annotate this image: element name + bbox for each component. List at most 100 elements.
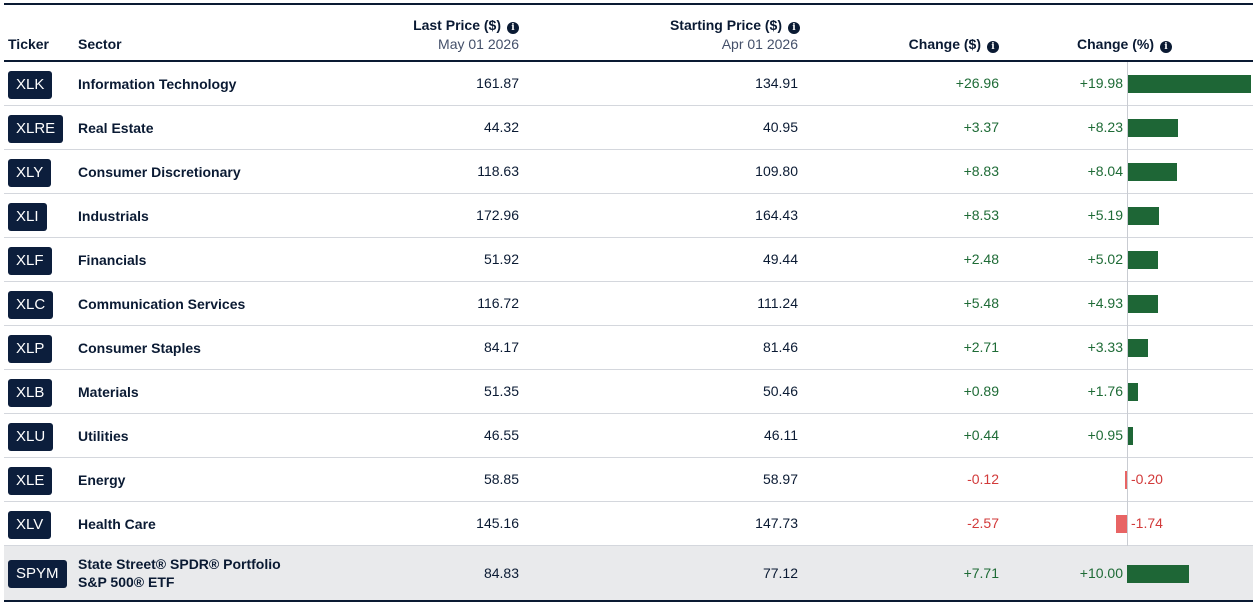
sector-name-line2: S&P 500® ETF <box>78 574 175 590</box>
change-dollar: +3.37 <box>963 119 999 135</box>
table-row[interactable]: XLK Information Technology 161.87 134.91 +26… <box>4 62 1253 106</box>
column-header-change-dollar[interactable]: Change ($) i <box>909 36 999 53</box>
change-pct: +5.19 <box>1087 207 1123 223</box>
column-header-last-price[interactable]: Last Price ($) i <box>413 17 519 34</box>
sector-name: Consumer Staples <box>78 340 201 356</box>
change-pct: +4.93 <box>1087 295 1123 311</box>
last-price: 161.87 <box>476 75 519 91</box>
change-dollar: +5.48 <box>963 295 999 311</box>
starting-price: 50.46 <box>762 383 798 399</box>
change-dollar: -2.57 <box>967 515 999 531</box>
table-row[interactable]: XLI Industrials 172.96 164.43 +8.53 +5.19 <box>4 194 1253 238</box>
top-rule <box>4 3 1253 5</box>
sector-name-line1: State Street® SPDR® Portfolio <box>78 556 281 572</box>
column-header-change-pct-label: Change (%) <box>1077 36 1154 52</box>
change-dollar: -0.12 <box>967 471 999 487</box>
change-pct-bar <box>1125 471 1127 489</box>
info-icon[interactable]: i <box>987 41 999 53</box>
ticker-badge[interactable]: XLF <box>8 247 52 275</box>
sector-name: Utilities <box>78 428 129 444</box>
ticker-badge[interactable]: XLE <box>8 467 53 495</box>
change-pct: +5.02 <box>1087 251 1123 267</box>
change-dollar: +0.89 <box>963 383 999 399</box>
table-row[interactable]: XLF Financials 51.92 49.44 +2.48 +5.02 <box>4 238 1253 282</box>
sector-name: Materials <box>78 384 139 400</box>
change-dollar: +2.71 <box>963 339 999 355</box>
column-header-change-dollar-label: Change ($) <box>908 36 981 52</box>
last-price: 51.35 <box>483 383 519 399</box>
table-row[interactable]: XLU Utilities 46.55 46.11 +0.44 +0.95 <box>4 414 1253 458</box>
ticker-badge[interactable]: XLB <box>8 379 53 407</box>
ticker-badge[interactable]: XLRE <box>8 115 64 143</box>
table-row[interactable]: XLV Health Care 145.16 147.73 -2.57 -1.74 <box>4 502 1253 546</box>
ticker-badge[interactable]: XLV <box>8 511 52 539</box>
ticker-badge[interactable]: XLC <box>8 291 54 319</box>
table-row[interactable]: XLC Communication Services 116.72 111.24 +5.… <box>4 282 1253 326</box>
info-icon[interactable]: i <box>1160 41 1172 53</box>
starting-price: 58.97 <box>762 471 798 487</box>
starting-price: 134.91 <box>755 75 798 91</box>
sector-name: Financials <box>78 252 147 268</box>
starting-price: 109.80 <box>755 163 798 179</box>
change-pct: +8.04 <box>1087 163 1123 179</box>
change-pct-bar <box>1127 565 1190 583</box>
ticker-badge[interactable]: XLY <box>8 159 52 187</box>
last-price: 84.17 <box>483 339 519 355</box>
column-header-starting-price[interactable]: Starting Price ($) i <box>670 17 800 34</box>
ticker-badge[interactable]: SPYM <box>8 560 67 588</box>
sector-name: Real Estate <box>78 120 154 136</box>
table-row[interactable]: XLB Materials 51.35 50.46 +0.89 +1.76 <box>4 370 1253 414</box>
last-price: 46.55 <box>483 427 519 443</box>
last-price: 116.72 <box>477 295 519 311</box>
ticker-badge[interactable]: XLP <box>8 335 53 363</box>
change-pct-bar <box>1127 251 1159 269</box>
column-header-change-pct[interactable]: Change (%) i <box>1077 36 1172 53</box>
sector-name: Consumer Discretionary <box>78 164 241 180</box>
last-price: 44.32 <box>483 119 519 135</box>
sector-name: Information Technology <box>78 76 237 92</box>
ticker-badge[interactable]: XLU <box>8 423 54 451</box>
column-header-sector[interactable]: Sector <box>78 36 122 52</box>
starting-price: 46.11 <box>764 427 798 443</box>
change-pct-bar <box>1127 383 1138 401</box>
change-pct: +10.00 <box>1079 565 1123 581</box>
change-dollar: +26.96 <box>955 75 999 91</box>
last-price: 118.63 <box>477 163 519 179</box>
table-row[interactable]: XLP Consumer Staples 84.17 81.46 +2.71 +3.33 <box>4 326 1253 370</box>
table-header: Ticker Sector Last Price ($) i May 01 202… <box>4 5 1253 62</box>
change-pct-bar <box>1127 339 1148 357</box>
last-price: 84.83 <box>483 565 519 581</box>
table-row[interactable]: XLE Energy 58.85 58.97 -0.12 -0.20 <box>4 458 1253 502</box>
table-row[interactable]: XLY Consumer Discretionary 118.63 109.80 +8.… <box>4 150 1253 194</box>
change-pct: -0.20 <box>1131 471 1163 487</box>
change-pct: +8.23 <box>1087 119 1123 135</box>
column-header-ticker[interactable]: Ticker <box>8 36 49 52</box>
change-pct-bar <box>1116 515 1127 533</box>
change-dollar: +0.44 <box>963 427 999 443</box>
starting-price: 164.43 <box>755 207 798 223</box>
benchmark-row[interactable]: SPYM State Street® SPDR® Portfolio S&P 500… <box>4 546 1253 602</box>
change-pct: +3.33 <box>1087 339 1123 355</box>
last-price: 51.92 <box>483 251 519 267</box>
change-pct: +0.95 <box>1087 427 1123 443</box>
bar-zero-axis <box>1127 62 1128 546</box>
change-pct: +19.98 <box>1079 75 1123 91</box>
starting-price: 40.95 <box>762 119 798 135</box>
sector-name: Health Care <box>78 516 156 532</box>
last-price: 172.96 <box>476 207 519 223</box>
change-pct: +1.76 <box>1087 383 1123 399</box>
info-icon[interactable]: i <box>507 22 519 34</box>
last-price-date: May 01 2026 <box>438 36 519 52</box>
table-row[interactable]: XLRE Real Estate 44.32 40.95 +3.37 +8.23 <box>4 106 1253 150</box>
starting-price-date: Apr 01 2026 <box>721 36 798 52</box>
ticker-badge[interactable]: XLI <box>8 203 47 231</box>
starting-price: 147.73 <box>755 515 798 531</box>
column-header-last-price-label: Last Price ($) <box>413 17 501 33</box>
change-pct-bar <box>1127 295 1158 313</box>
change-dollar: +8.83 <box>963 163 999 179</box>
info-icon[interactable]: i <box>788 22 800 34</box>
starting-price: 111.24 <box>757 295 798 311</box>
ticker-badge[interactable]: XLK <box>8 71 53 99</box>
starting-price: 77.12 <box>762 565 798 581</box>
starting-price: 81.46 <box>762 339 798 355</box>
